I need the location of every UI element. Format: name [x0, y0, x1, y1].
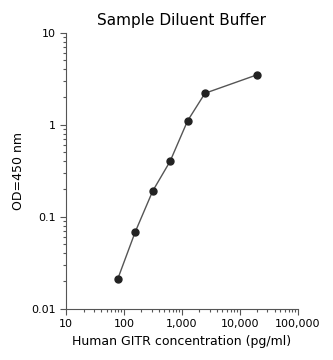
Y-axis label: OD=450 nm: OD=450 nm	[13, 132, 26, 210]
X-axis label: Human GITR concentration (pg/ml): Human GITR concentration (pg/ml)	[72, 334, 291, 347]
Title: Sample Diluent Buffer: Sample Diluent Buffer	[98, 13, 266, 27]
